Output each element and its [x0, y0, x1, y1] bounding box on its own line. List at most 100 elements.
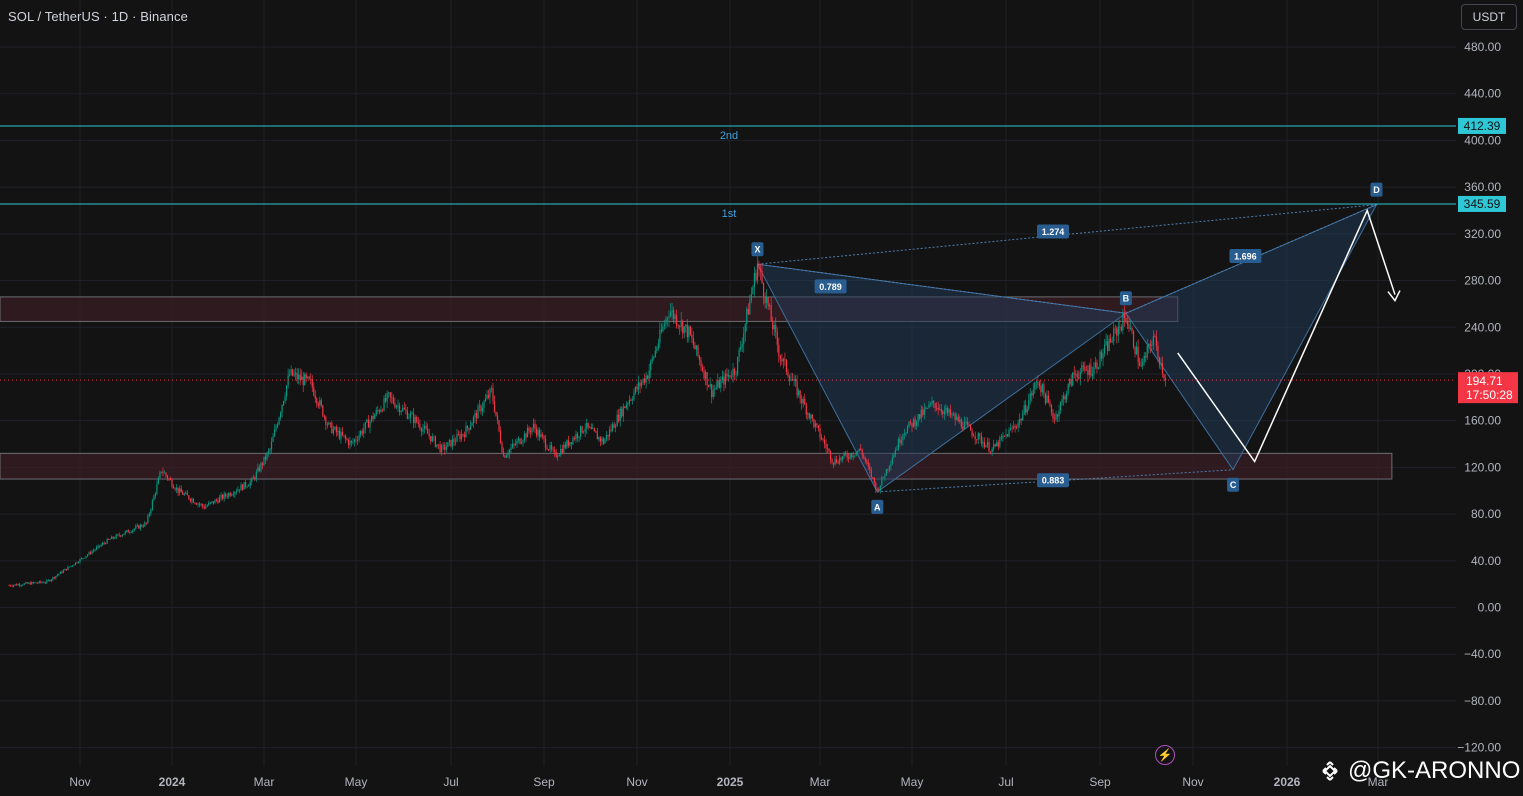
candle-body: [141, 525, 143, 527]
level-price-tag-text: 412.39: [1464, 119, 1501, 133]
harmonic-point-badge[interactable]: [1370, 182, 1383, 197]
candle-body: [83, 557, 86, 559]
candle-body: [906, 426, 909, 434]
candle-body: [112, 536, 114, 539]
candle-body: [750, 293, 752, 301]
candle-body: [1151, 345, 1153, 347]
candle-body: [1058, 410, 1060, 417]
candle-body: [338, 430, 341, 439]
currency-button[interactable]: USDT: [1461, 4, 1517, 30]
candle-body: [19, 584, 21, 586]
harmonic-point-label: C: [1230, 480, 1237, 490]
candle-body: [914, 419, 916, 426]
harmonic-point-badge[interactable]: [1227, 477, 1240, 492]
candle-body: [246, 486, 248, 488]
candle-body: [106, 538, 108, 544]
candle-body: [264, 456, 267, 460]
candle-body: [650, 360, 652, 371]
candle-body: [139, 525, 141, 529]
candle-body: [73, 564, 75, 566]
harmonic-point-label: B: [1123, 294, 1130, 304]
candle-body: [1072, 372, 1074, 386]
candle-body: [682, 320, 684, 334]
candle-body: [1102, 353, 1104, 359]
candle-body: [358, 435, 360, 441]
y-tick-label: 360.00: [1464, 180, 1501, 194]
binance-logo-icon: [1322, 761, 1338, 781]
lightning-icon[interactable]: ⚡: [1155, 745, 1175, 765]
symbol-title[interactable]: SOL / TetherUS · 1D · Binance: [8, 9, 188, 24]
candle-body: [462, 434, 464, 436]
candle-body: [258, 467, 260, 471]
level-price-tag[interactable]: [1458, 117, 1506, 134]
candle-body: [1081, 365, 1083, 372]
candle-body: [270, 441, 273, 450]
candle-body: [79, 559, 81, 563]
ratio-badge[interactable]: [1229, 249, 1262, 264]
candle-body: [1025, 405, 1027, 413]
candle-body: [1022, 413, 1024, 421]
candle-body: [308, 376, 310, 379]
candle-body: [798, 390, 800, 396]
candle-body: [784, 358, 786, 360]
candle-body: [522, 440, 524, 443]
candle-body: [867, 462, 869, 467]
candle-body: [653, 356, 655, 359]
candle-body: [608, 429, 611, 437]
candle-body: [709, 384, 711, 387]
candle-body: [674, 315, 676, 319]
candle-body: [469, 425, 472, 430]
candle-body: [1073, 372, 1075, 374]
candle-body: [511, 443, 514, 448]
candle-body: [302, 376, 304, 386]
candle-body: [876, 489, 878, 491]
candle-body: [322, 405, 324, 417]
candle-body: [869, 466, 871, 470]
candle-body: [177, 487, 179, 493]
candle-body: [882, 477, 884, 479]
candle-body: [631, 399, 634, 401]
candle-body: [575, 433, 577, 440]
ratio-badge[interactable]: [1037, 473, 1069, 488]
harmonic-point-badge[interactable]: [1119, 291, 1132, 306]
harmonic-point-badge[interactable]: [871, 499, 884, 514]
candle-body: [878, 489, 880, 491]
candle-body: [829, 451, 832, 460]
candle-body: [934, 403, 936, 408]
candle-body: [516, 440, 518, 445]
level-price-tag[interactable]: [1458, 195, 1506, 212]
candle-body: [1154, 336, 1156, 338]
candle-body: [94, 549, 96, 551]
candle-body: [283, 401, 285, 405]
projection-arrowhead: [1387, 290, 1401, 302]
candle-body: [483, 401, 485, 408]
ratio-badge[interactable]: [814, 279, 847, 294]
candle-body: [142, 526, 144, 528]
harmonic-point-badge[interactable]: [751, 242, 764, 257]
candle-body: [138, 525, 140, 529]
candle-body: [855, 452, 857, 456]
candle-body: [337, 430, 339, 433]
candle-body: [832, 462, 835, 465]
candle-body: [790, 379, 792, 381]
candle-body: [276, 424, 279, 427]
candle-body: [67, 566, 69, 570]
candle-body: [962, 426, 964, 430]
supply-demand-zone[interactable]: [0, 452, 1393, 480]
current-price-tag[interactable]: [1458, 372, 1518, 404]
candle-body: [186, 492, 188, 496]
candle-body: [1110, 338, 1112, 343]
candle-body: [14, 584, 16, 586]
candle-body: [56, 574, 58, 576]
candle-body: [586, 422, 588, 429]
candle-body: [615, 426, 617, 428]
candle-body: [474, 413, 476, 417]
candle-body: [135, 526, 137, 529]
projection-path[interactable]: [1177, 208, 1396, 464]
candle-body: [885, 469, 887, 476]
candle-body: [793, 378, 795, 381]
candle-body: [587, 422, 589, 428]
ratio-badge[interactable]: [1037, 224, 1069, 239]
candle-body: [668, 316, 670, 318]
